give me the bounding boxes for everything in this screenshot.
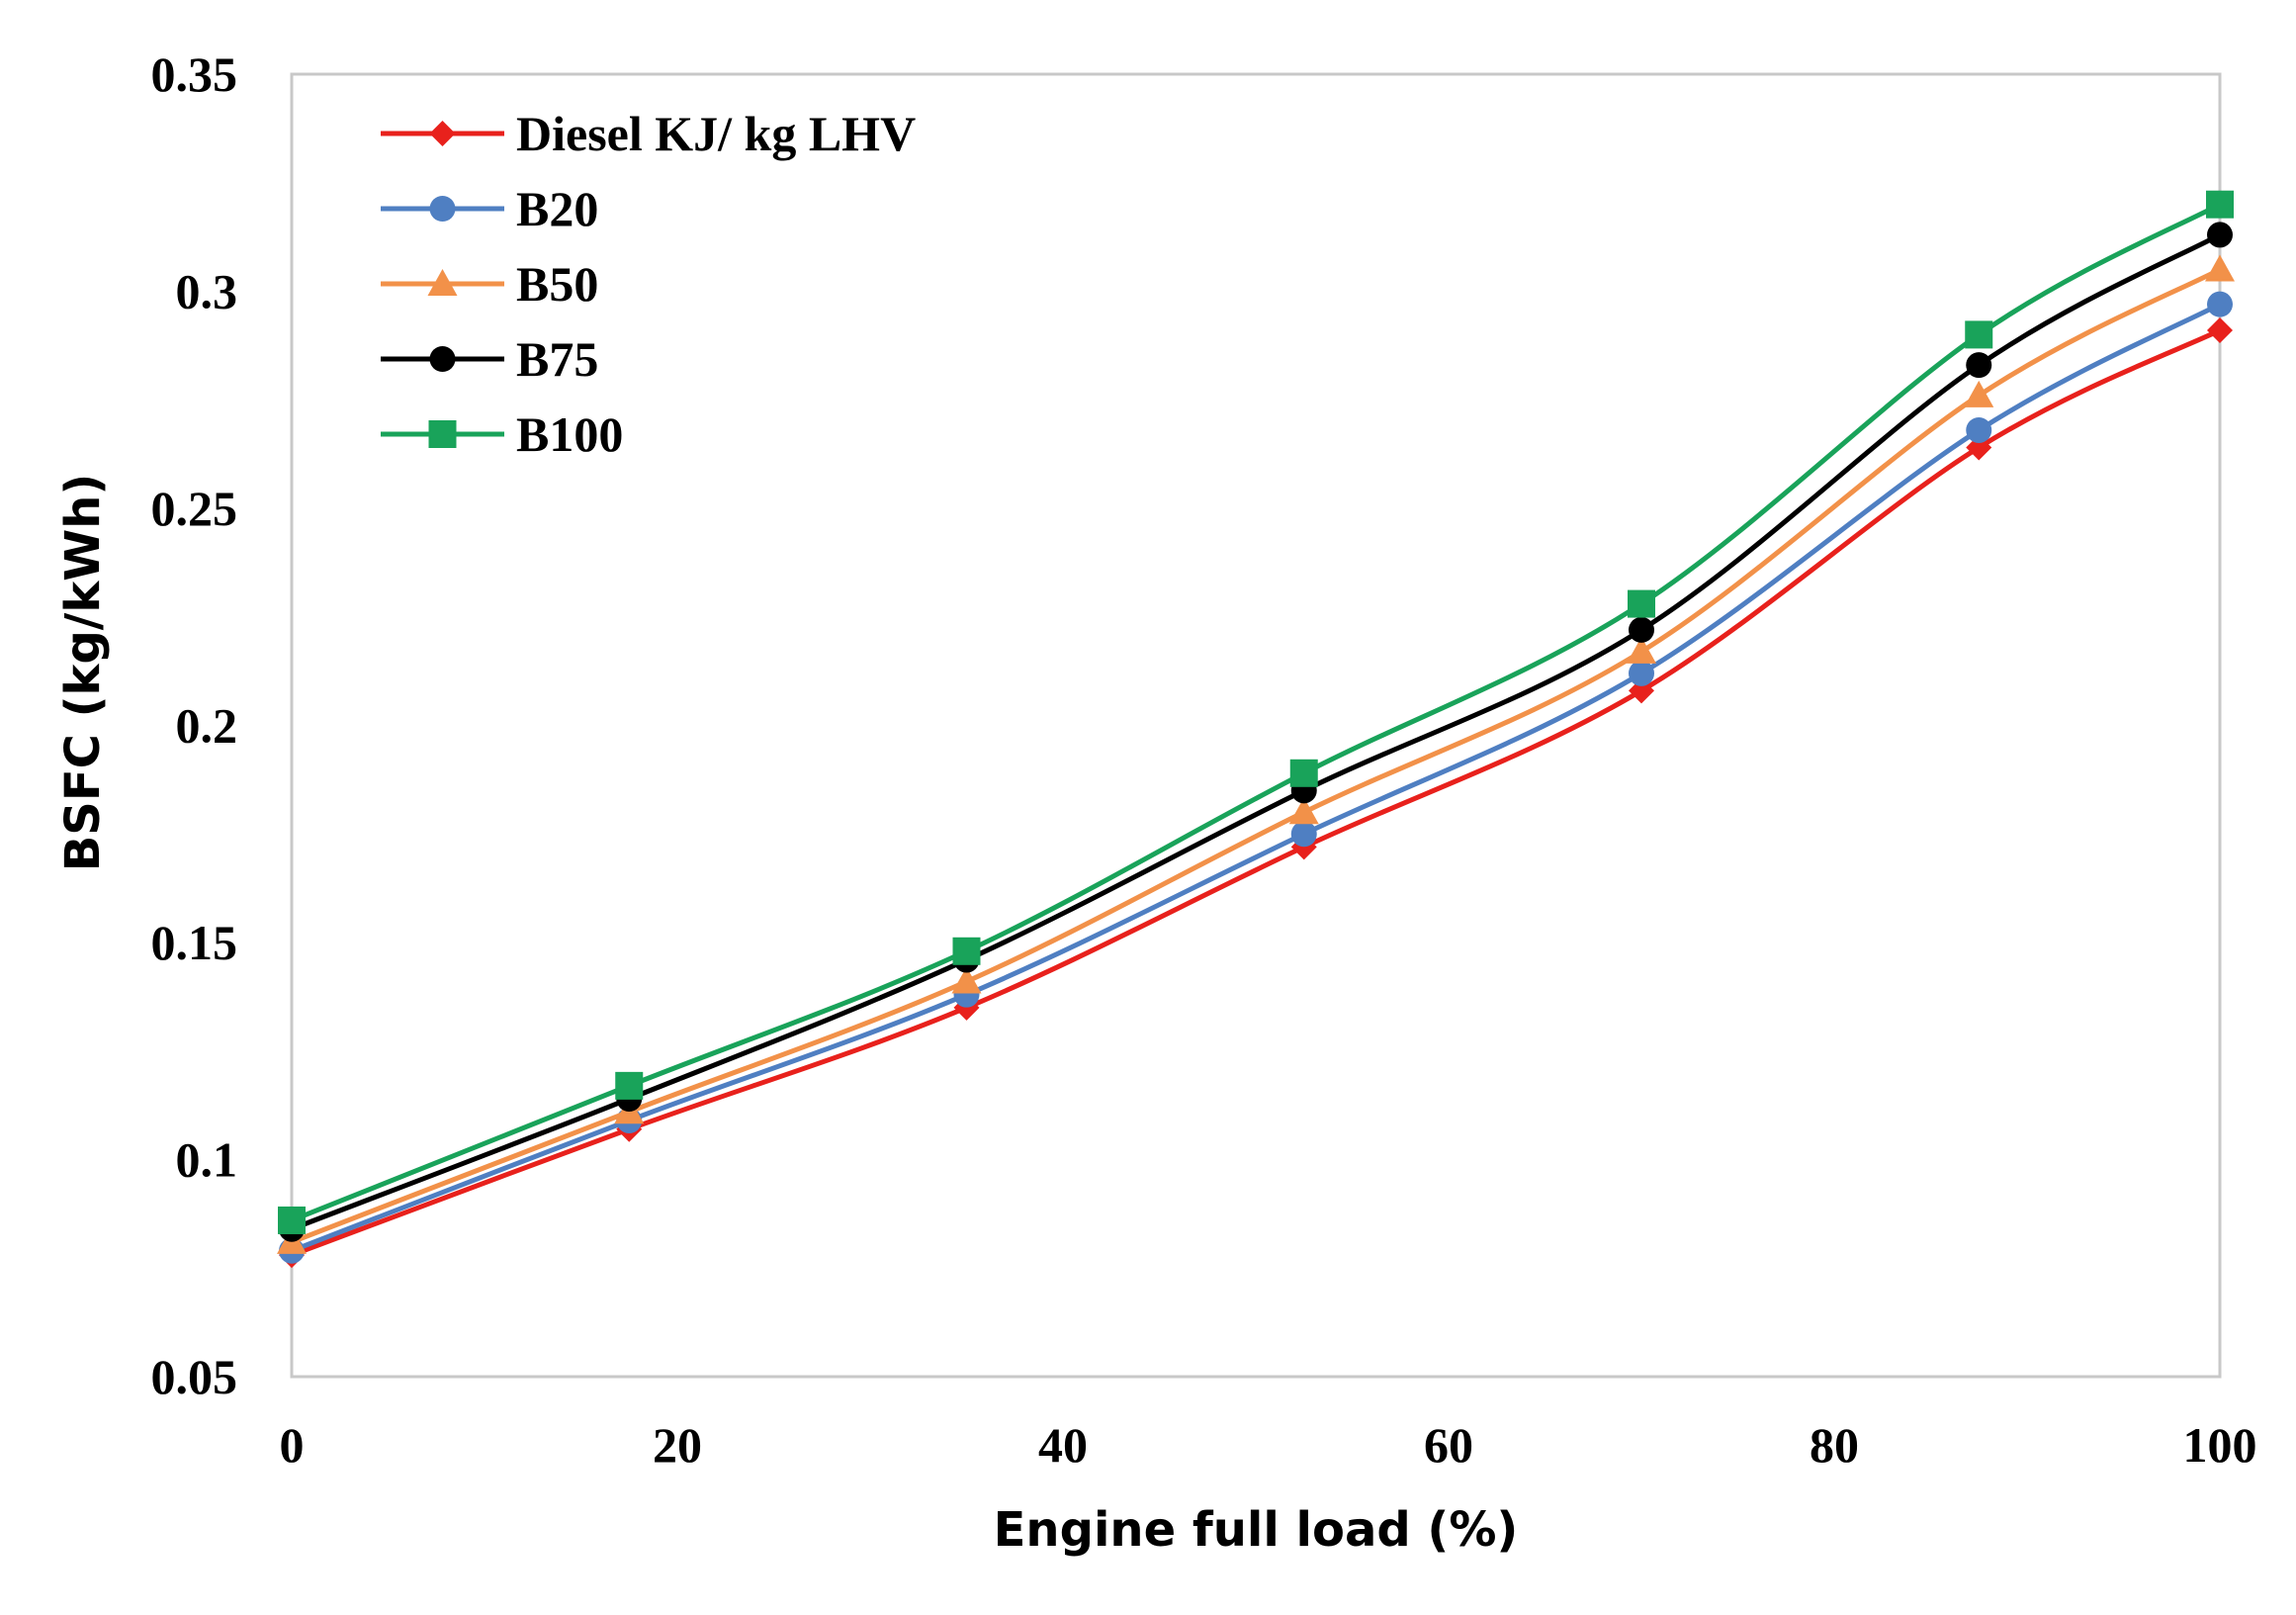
y-tick-label: 0.3 — [176, 264, 238, 319]
y-axis-title: BSFC (kg/kWh) — [55, 474, 111, 872]
data-point — [2206, 190, 2234, 219]
legend-label: B100 — [516, 406, 623, 462]
data-point — [1629, 660, 1654, 686]
x-tick-label: 0 — [280, 1417, 305, 1473]
legend-marker — [429, 121, 456, 146]
legend-label: B50 — [516, 256, 598, 312]
series-b100 — [278, 190, 2234, 1234]
y-tick-label: 0.35 — [151, 46, 238, 102]
legend-item: B100 — [381, 406, 623, 462]
x-axis-title: Engine full load (%) — [994, 1502, 1519, 1558]
data-point — [1966, 416, 1992, 443]
x-tick-label: 40 — [1038, 1417, 1088, 1473]
data-point — [1290, 821, 1317, 848]
x-tick-label: 80 — [1810, 1417, 1859, 1473]
legend-marker — [429, 346, 456, 372]
data-point — [2207, 222, 2233, 248]
legend-label: B75 — [516, 331, 598, 387]
data-point — [1628, 589, 1655, 618]
series-layer — [277, 190, 2235, 1269]
y-tick-label: 0.2 — [176, 698, 238, 754]
data-point — [1627, 636, 1656, 664]
legend-marker — [428, 420, 457, 448]
x-tick-label: 60 — [1424, 1417, 1473, 1473]
legend-marker — [427, 269, 458, 296]
data-point — [615, 1071, 644, 1100]
plot-area-frame — [290, 72, 2222, 1379]
y-tick-label: 0.1 — [176, 1132, 238, 1188]
data-point — [2207, 291, 2233, 317]
x-tick-label: 20 — [653, 1417, 702, 1473]
x-tick-label: 100 — [2183, 1417, 2257, 1473]
legend-label: Diesel KJ/ kg LHV — [516, 106, 916, 161]
y-tick-label: 0.15 — [151, 915, 238, 970]
y-axis-ticks: 0.05 0.1 0.15 0.2 0.25 0.3 0.35 — [151, 46, 238, 1404]
data-point — [1965, 320, 1993, 349]
data-point — [1629, 616, 1654, 643]
series-b50 — [277, 254, 2235, 1254]
legend-item: B20 — [381, 181, 598, 236]
data-point — [1289, 759, 1318, 787]
data-point — [951, 966, 982, 994]
data-point — [1966, 352, 1992, 379]
x-axis-ticks: 0 20 40 60 80 100 — [280, 1417, 2257, 1473]
legend: Diesel KJ/ kg LHV B20 B50 B75 B100 — [381, 106, 916, 462]
legend-label: B20 — [516, 181, 598, 236]
data-point — [2207, 317, 2233, 344]
y-tick-label: 0.05 — [151, 1349, 238, 1404]
legend-item: B50 — [381, 256, 598, 312]
y-tick-label: 0.25 — [151, 481, 238, 536]
legend-item: Diesel KJ/ kg LHV — [381, 106, 916, 161]
legend-item: B75 — [381, 331, 598, 387]
legend-marker — [429, 196, 456, 222]
data-point — [1288, 797, 1319, 825]
data-point — [1964, 380, 1994, 407]
data-point — [2205, 254, 2235, 282]
data-point — [952, 937, 981, 965]
data-point — [278, 1206, 306, 1234]
